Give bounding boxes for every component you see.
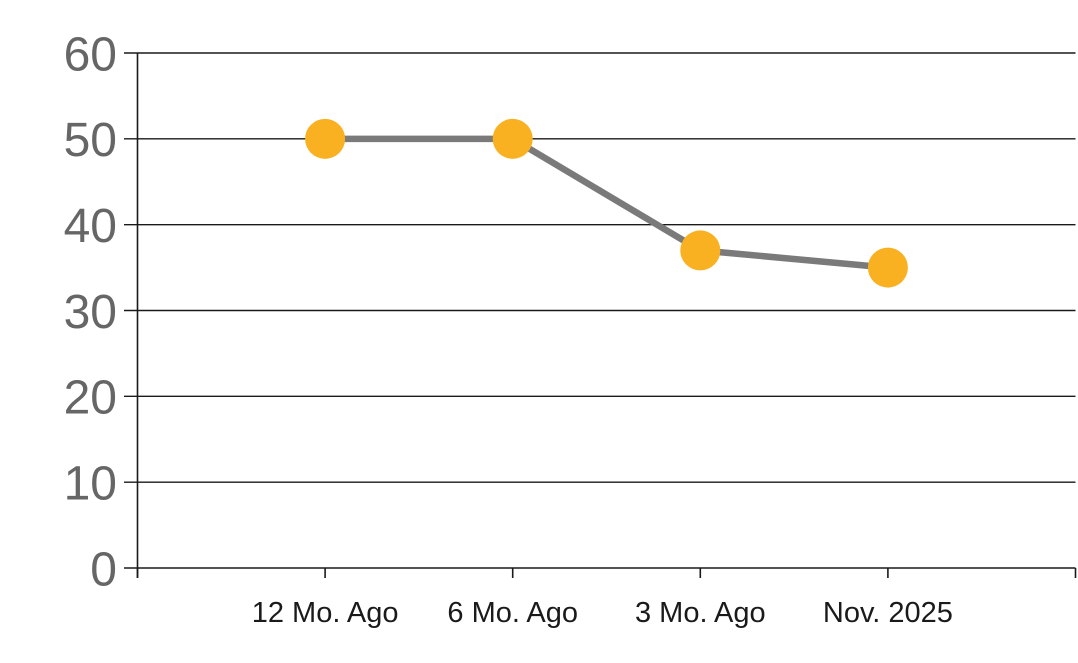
- y-tick-label: 0: [90, 543, 117, 596]
- x-tick-label: 6 Mo. Ago: [447, 597, 578, 629]
- x-tick-label: 12 Mo. Ago: [252, 597, 399, 629]
- y-tick-label: 20: [64, 372, 117, 425]
- y-tick-label: 30: [64, 286, 117, 339]
- y-tick-label: 10: [64, 457, 117, 510]
- data-point: [492, 118, 533, 159]
- x-tick-label: Nov. 2025: [823, 597, 953, 629]
- data-line: [321, 135, 892, 271]
- data-point: [305, 118, 346, 159]
- x-tick-label: 3 Mo. Ago: [635, 597, 766, 629]
- data-point: [680, 230, 721, 271]
- y-tick-label: 60: [64, 28, 117, 81]
- y-tick-label: 50: [64, 114, 117, 167]
- data-point: [867, 247, 908, 288]
- y-tick-label: 40: [64, 200, 117, 253]
